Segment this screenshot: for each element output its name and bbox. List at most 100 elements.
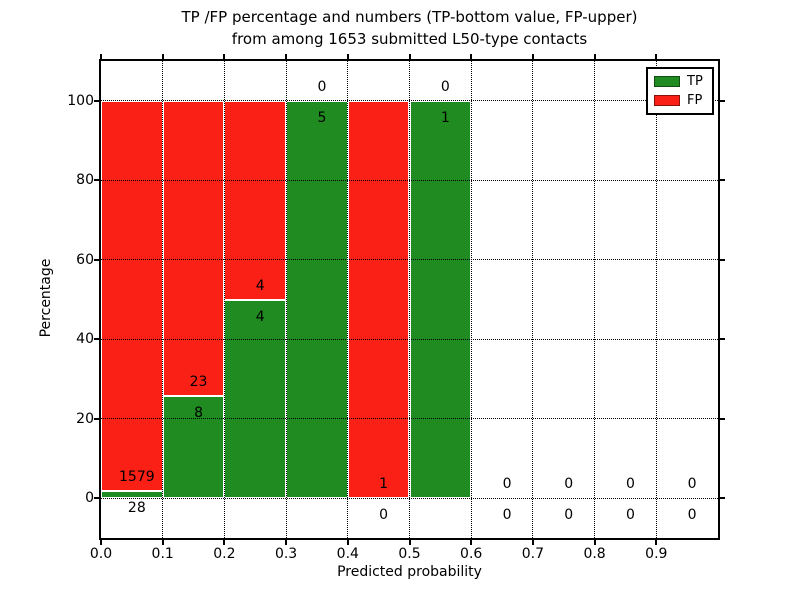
x-tick-mark-bottom xyxy=(285,540,288,545)
x-tick-mark-top xyxy=(593,54,596,59)
y-tick-mark-left xyxy=(94,497,99,500)
vertical-gridline xyxy=(470,61,472,538)
x-tick-mark-top xyxy=(346,54,349,59)
x-tick-mark-bottom xyxy=(408,540,411,545)
tp-count-label: 28 xyxy=(127,500,146,517)
vertical-gridline xyxy=(409,61,410,538)
legend: TP FP xyxy=(646,67,714,115)
tp-count-label: 4 xyxy=(255,308,265,325)
tp-count-label: 1 xyxy=(440,109,450,126)
legend-item-tp: TP xyxy=(654,72,712,91)
fp-count-label: 0 xyxy=(564,476,574,493)
tp-count-label: 5 xyxy=(317,109,327,126)
fp-count-label: 0 xyxy=(625,476,635,493)
y-tick-label: 40 xyxy=(76,331,94,348)
grid-layer xyxy=(101,61,718,538)
x-tick-label: 0.0 xyxy=(89,546,113,562)
vertical-gridline xyxy=(223,61,225,538)
x-tick-mark-top xyxy=(223,54,226,59)
legend-item-fp: FP xyxy=(654,91,712,110)
fp-count-label: 1579 xyxy=(119,469,155,486)
tp-swatch xyxy=(654,76,680,87)
tp-bar-segment xyxy=(162,395,225,499)
fp-bar-segment xyxy=(101,100,163,492)
x-tick-mark-top xyxy=(100,54,102,59)
tp-count-label: 0 xyxy=(625,507,635,524)
plot-area: 1579 28 23 8 4 4 0 5 1 0 0 1 0 0 0 0 0 0 0 0 TP FP xyxy=(94,54,725,545)
fp-bar-segment xyxy=(347,100,410,499)
bar-labels-layer: 1579 28 23 8 4 4 0 5 1 0 0 1 0 0 0 0 0 0 0 0 xyxy=(101,61,718,538)
tp-count-label: 0 xyxy=(502,507,512,524)
y-tick-label: 0 xyxy=(85,490,94,507)
x-tick-mark-top xyxy=(161,54,164,59)
fp-bar-segment xyxy=(224,100,287,300)
chart-title: TP /FP percentage and numbers (TP-bottom… xyxy=(99,6,720,50)
y-tick-mark-right xyxy=(720,338,725,341)
tp-bar-segment xyxy=(409,100,472,499)
y-tick-mark-left xyxy=(94,258,99,261)
fp-count-label: 1 xyxy=(379,476,389,493)
x-tick-label: 0.7 xyxy=(521,546,545,562)
chart-title-line2: from among 1653 submitted L50-type conta… xyxy=(231,30,588,48)
fp-count-label: 23 xyxy=(189,373,208,390)
tp-bar-segment xyxy=(286,100,348,499)
x-tick-label: 0.5 xyxy=(398,546,421,562)
fp-count-label: 0 xyxy=(502,476,512,493)
fp-swatch xyxy=(654,95,680,106)
tp-count-label: 0 xyxy=(379,507,389,524)
x-tick-mark-bottom xyxy=(531,540,534,545)
x-tick-label: 0.9 xyxy=(645,546,668,562)
vertical-gridline xyxy=(532,61,534,538)
y-tick-mark-right xyxy=(720,179,725,182)
y-tick-label: 60 xyxy=(76,251,94,268)
y-tick-label: 80 xyxy=(76,172,94,189)
y-tick-mark-right xyxy=(720,497,725,500)
x-tick-mark-top xyxy=(285,54,288,59)
x-tick-label: 0.4 xyxy=(336,546,359,562)
x-tick-label: 0.1 xyxy=(151,546,174,562)
tp-count-label: 0 xyxy=(687,507,697,524)
x-tick-mark-bottom xyxy=(346,540,349,545)
x-tick-mark-top xyxy=(408,54,411,59)
y-tick-mark-left xyxy=(94,179,99,182)
x-tick-label: 0.2 xyxy=(213,546,236,562)
y-axis-label: Percentage xyxy=(38,258,54,338)
y-tick-mark-right xyxy=(720,99,725,102)
fp-count-label: 4 xyxy=(255,277,265,294)
y-tick-label: 100 xyxy=(67,92,94,109)
x-tick-mark-top xyxy=(470,54,473,59)
vertical-gridline xyxy=(594,61,596,538)
y-tick-mark-left xyxy=(94,99,99,102)
vertical-gridline xyxy=(285,61,287,538)
x-tick-mark-bottom xyxy=(655,540,658,545)
x-tick-mark-top xyxy=(655,54,658,59)
x-tick-label: 0.3 xyxy=(274,546,298,562)
fp-count-label: 0 xyxy=(440,78,450,95)
x-tick-mark-bottom xyxy=(100,540,102,545)
fp-count-label: 0 xyxy=(317,78,327,95)
fp-count-label: 0 xyxy=(687,476,697,493)
legend-label: TP xyxy=(687,74,703,89)
x-tick-label: 0.8 xyxy=(583,546,606,562)
x-tick-label: 0.6 xyxy=(460,546,483,562)
y-tick-mark-left xyxy=(94,338,99,341)
vertical-gridline xyxy=(162,61,164,538)
x-tick-mark-bottom xyxy=(593,540,596,545)
x-tick-mark-top xyxy=(531,54,534,59)
x-tick-mark-bottom xyxy=(470,540,473,545)
y-tick-mark-left xyxy=(94,417,99,420)
legend-label: FP xyxy=(687,93,703,108)
chart-title-line1: TP /FP percentage and numbers (TP-bottom… xyxy=(181,8,638,26)
x-tick-mark-bottom xyxy=(223,540,226,545)
ticks-layer xyxy=(94,54,725,545)
vertical-gridline xyxy=(655,61,657,538)
vertical-gridline xyxy=(347,61,349,538)
y-tick-mark-right xyxy=(720,258,725,261)
x-tick-mark-bottom xyxy=(161,540,164,545)
y-tick-label: 20 xyxy=(76,410,94,427)
y-tick-mark-right xyxy=(720,417,725,420)
x-axis-label: Predicted probability xyxy=(337,564,482,580)
tp-count-label: 8 xyxy=(194,404,203,421)
tp-count-label: 0 xyxy=(564,507,574,524)
